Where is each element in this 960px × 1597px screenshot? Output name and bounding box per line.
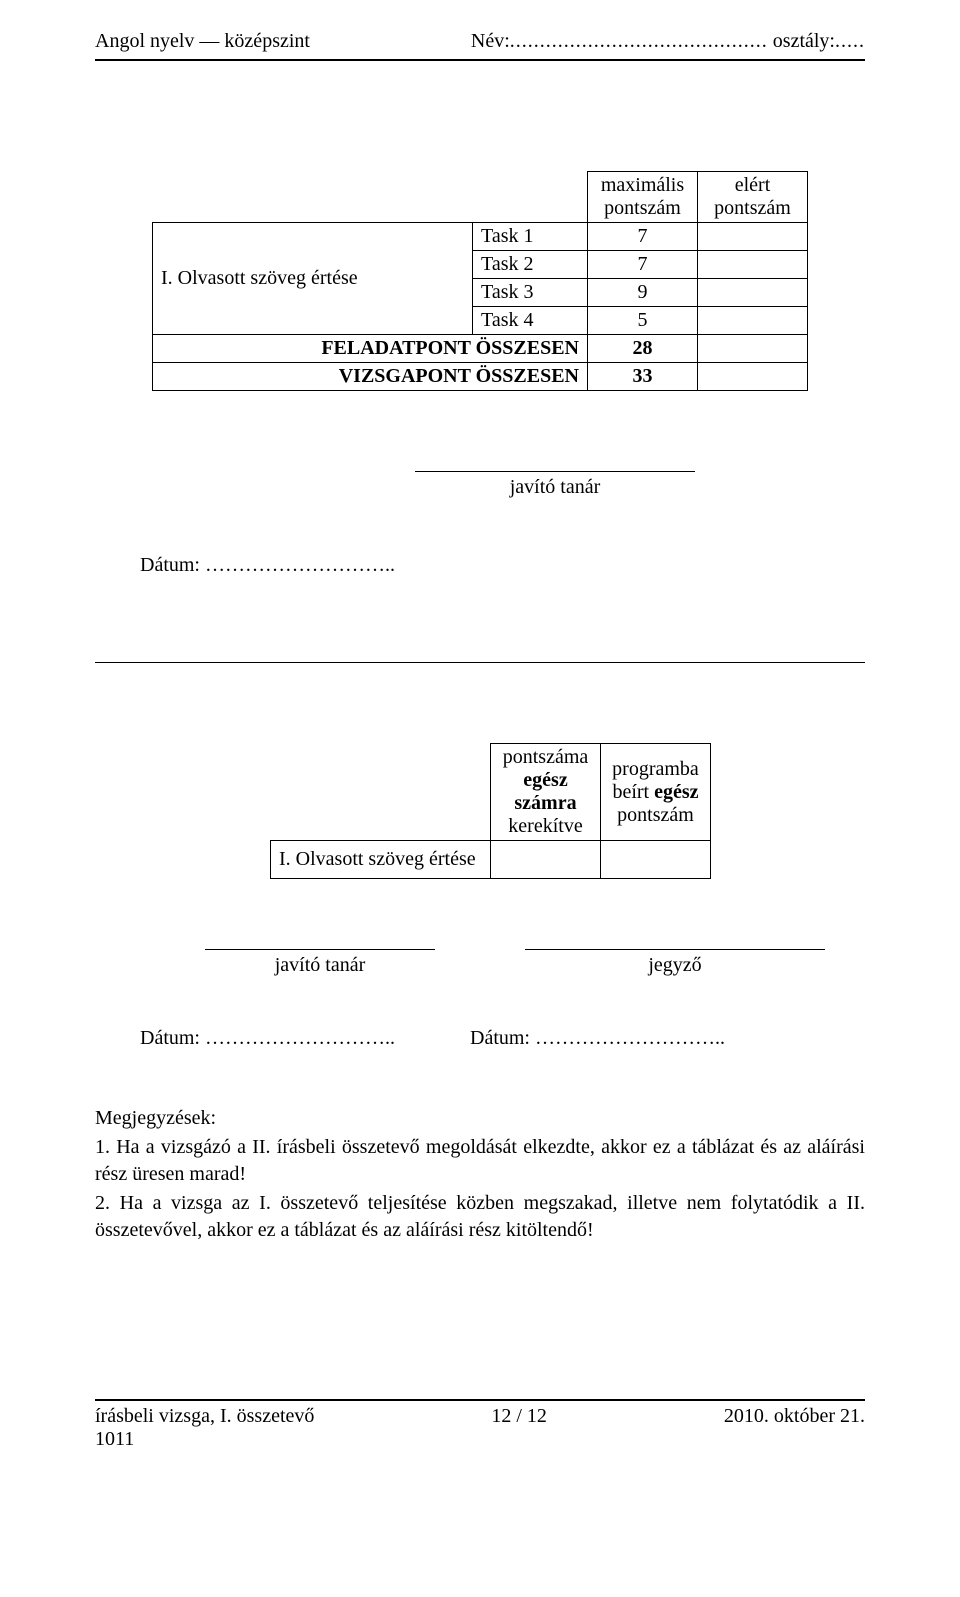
t2-cell-a xyxy=(491,841,601,879)
header-right: Név:....................................… xyxy=(471,30,865,53)
task-max: 7 xyxy=(588,223,698,251)
t2-cell-b xyxy=(601,841,711,879)
page-header: Angol nyelv — középszint Név:...........… xyxy=(95,30,865,53)
score-table: maximális pontszám elért pontszám I. Olv… xyxy=(152,171,808,391)
signature-block: javító tanár xyxy=(95,471,865,499)
task-max: 7 xyxy=(588,251,698,279)
footer-right: 2010. október 21. xyxy=(724,1405,865,1451)
task-max: 9 xyxy=(588,279,698,307)
t2-row-label: I. Olvasott szöveg értése xyxy=(271,841,491,879)
signature-label-a: javító tanár xyxy=(205,954,435,977)
notes-section: Megjegyzések: 1. Ha a vizsgázó a II. írá… xyxy=(95,1105,865,1244)
rounding-table: pontszáma egész számra kerekítve program… xyxy=(270,743,711,879)
footer-rule xyxy=(95,1399,865,1401)
sum2-label: VIZSGAPONT ÖSSZESEN xyxy=(153,363,588,391)
task-max: 5 xyxy=(588,307,698,335)
page: Angol nyelv — középszint Név:...........… xyxy=(0,0,960,1481)
signature-row-2: javító tanár jegyző xyxy=(205,949,865,977)
signature-label: javító tanár xyxy=(415,476,695,499)
task-name: Task 2 xyxy=(473,251,588,279)
signature-line xyxy=(415,471,695,472)
task-got xyxy=(698,223,808,251)
notes-p2: 2. Ha a vizsga az I. összetevő teljesíté… xyxy=(95,1190,865,1244)
date-b: Dátum: ……………………….. xyxy=(470,1027,725,1050)
footer: írásbeli vizsga, I. összetevő 1011 12 / … xyxy=(95,1399,865,1451)
col-got-header: elért pontszám xyxy=(698,172,808,223)
class-label: osztály: xyxy=(768,30,835,52)
col-a-header: pontszáma egész számra kerekítve xyxy=(491,744,601,841)
col-max-header: maximális pontszám xyxy=(588,172,698,223)
notes-title: Megjegyzések: xyxy=(95,1105,865,1132)
signature-label-b: jegyző xyxy=(525,954,825,977)
signature-line xyxy=(205,949,435,950)
sum1-val: 28 xyxy=(588,335,698,363)
name-dots: ........................................… xyxy=(510,30,768,52)
signature-line xyxy=(525,949,825,950)
sum2-got xyxy=(698,363,808,391)
name-label: Név: xyxy=(471,30,510,52)
date-dots: ……………………….. xyxy=(200,554,395,576)
task-got xyxy=(698,279,808,307)
date-label: Dátum: xyxy=(140,554,200,576)
section-rule xyxy=(95,662,865,663)
task-name: Task 1 xyxy=(473,223,588,251)
section-label: I. Olvasott szöveg értése xyxy=(153,223,473,335)
sum1-label: FELADATPONT ÖSSZESEN xyxy=(153,335,588,363)
col-b-header: programba beírt egész pontszám xyxy=(601,744,711,841)
task-got xyxy=(698,307,808,335)
date-a: Dátum: ……………………….. xyxy=(140,1027,395,1050)
header-left: Angol nyelv — középszint xyxy=(95,30,310,53)
task-name: Task 4 xyxy=(473,307,588,335)
footer-left: írásbeli vizsga, I. összetevő 1011 xyxy=(95,1405,314,1451)
notes-p1: 1. Ha a vizsgázó a II. írásbeli összetev… xyxy=(95,1134,865,1188)
date-line: Dátum: ……………………….. xyxy=(140,554,865,577)
footer-center: 12 / 12 xyxy=(491,1405,547,1451)
task-name: Task 3 xyxy=(473,279,588,307)
date-row-2: Dátum: ……………………….. Dátum: ……………………….. xyxy=(140,1027,865,1050)
task-got xyxy=(698,251,808,279)
sum2-val: 33 xyxy=(588,363,698,391)
class-dots: ..... xyxy=(835,30,865,52)
sum1-got xyxy=(698,335,808,363)
